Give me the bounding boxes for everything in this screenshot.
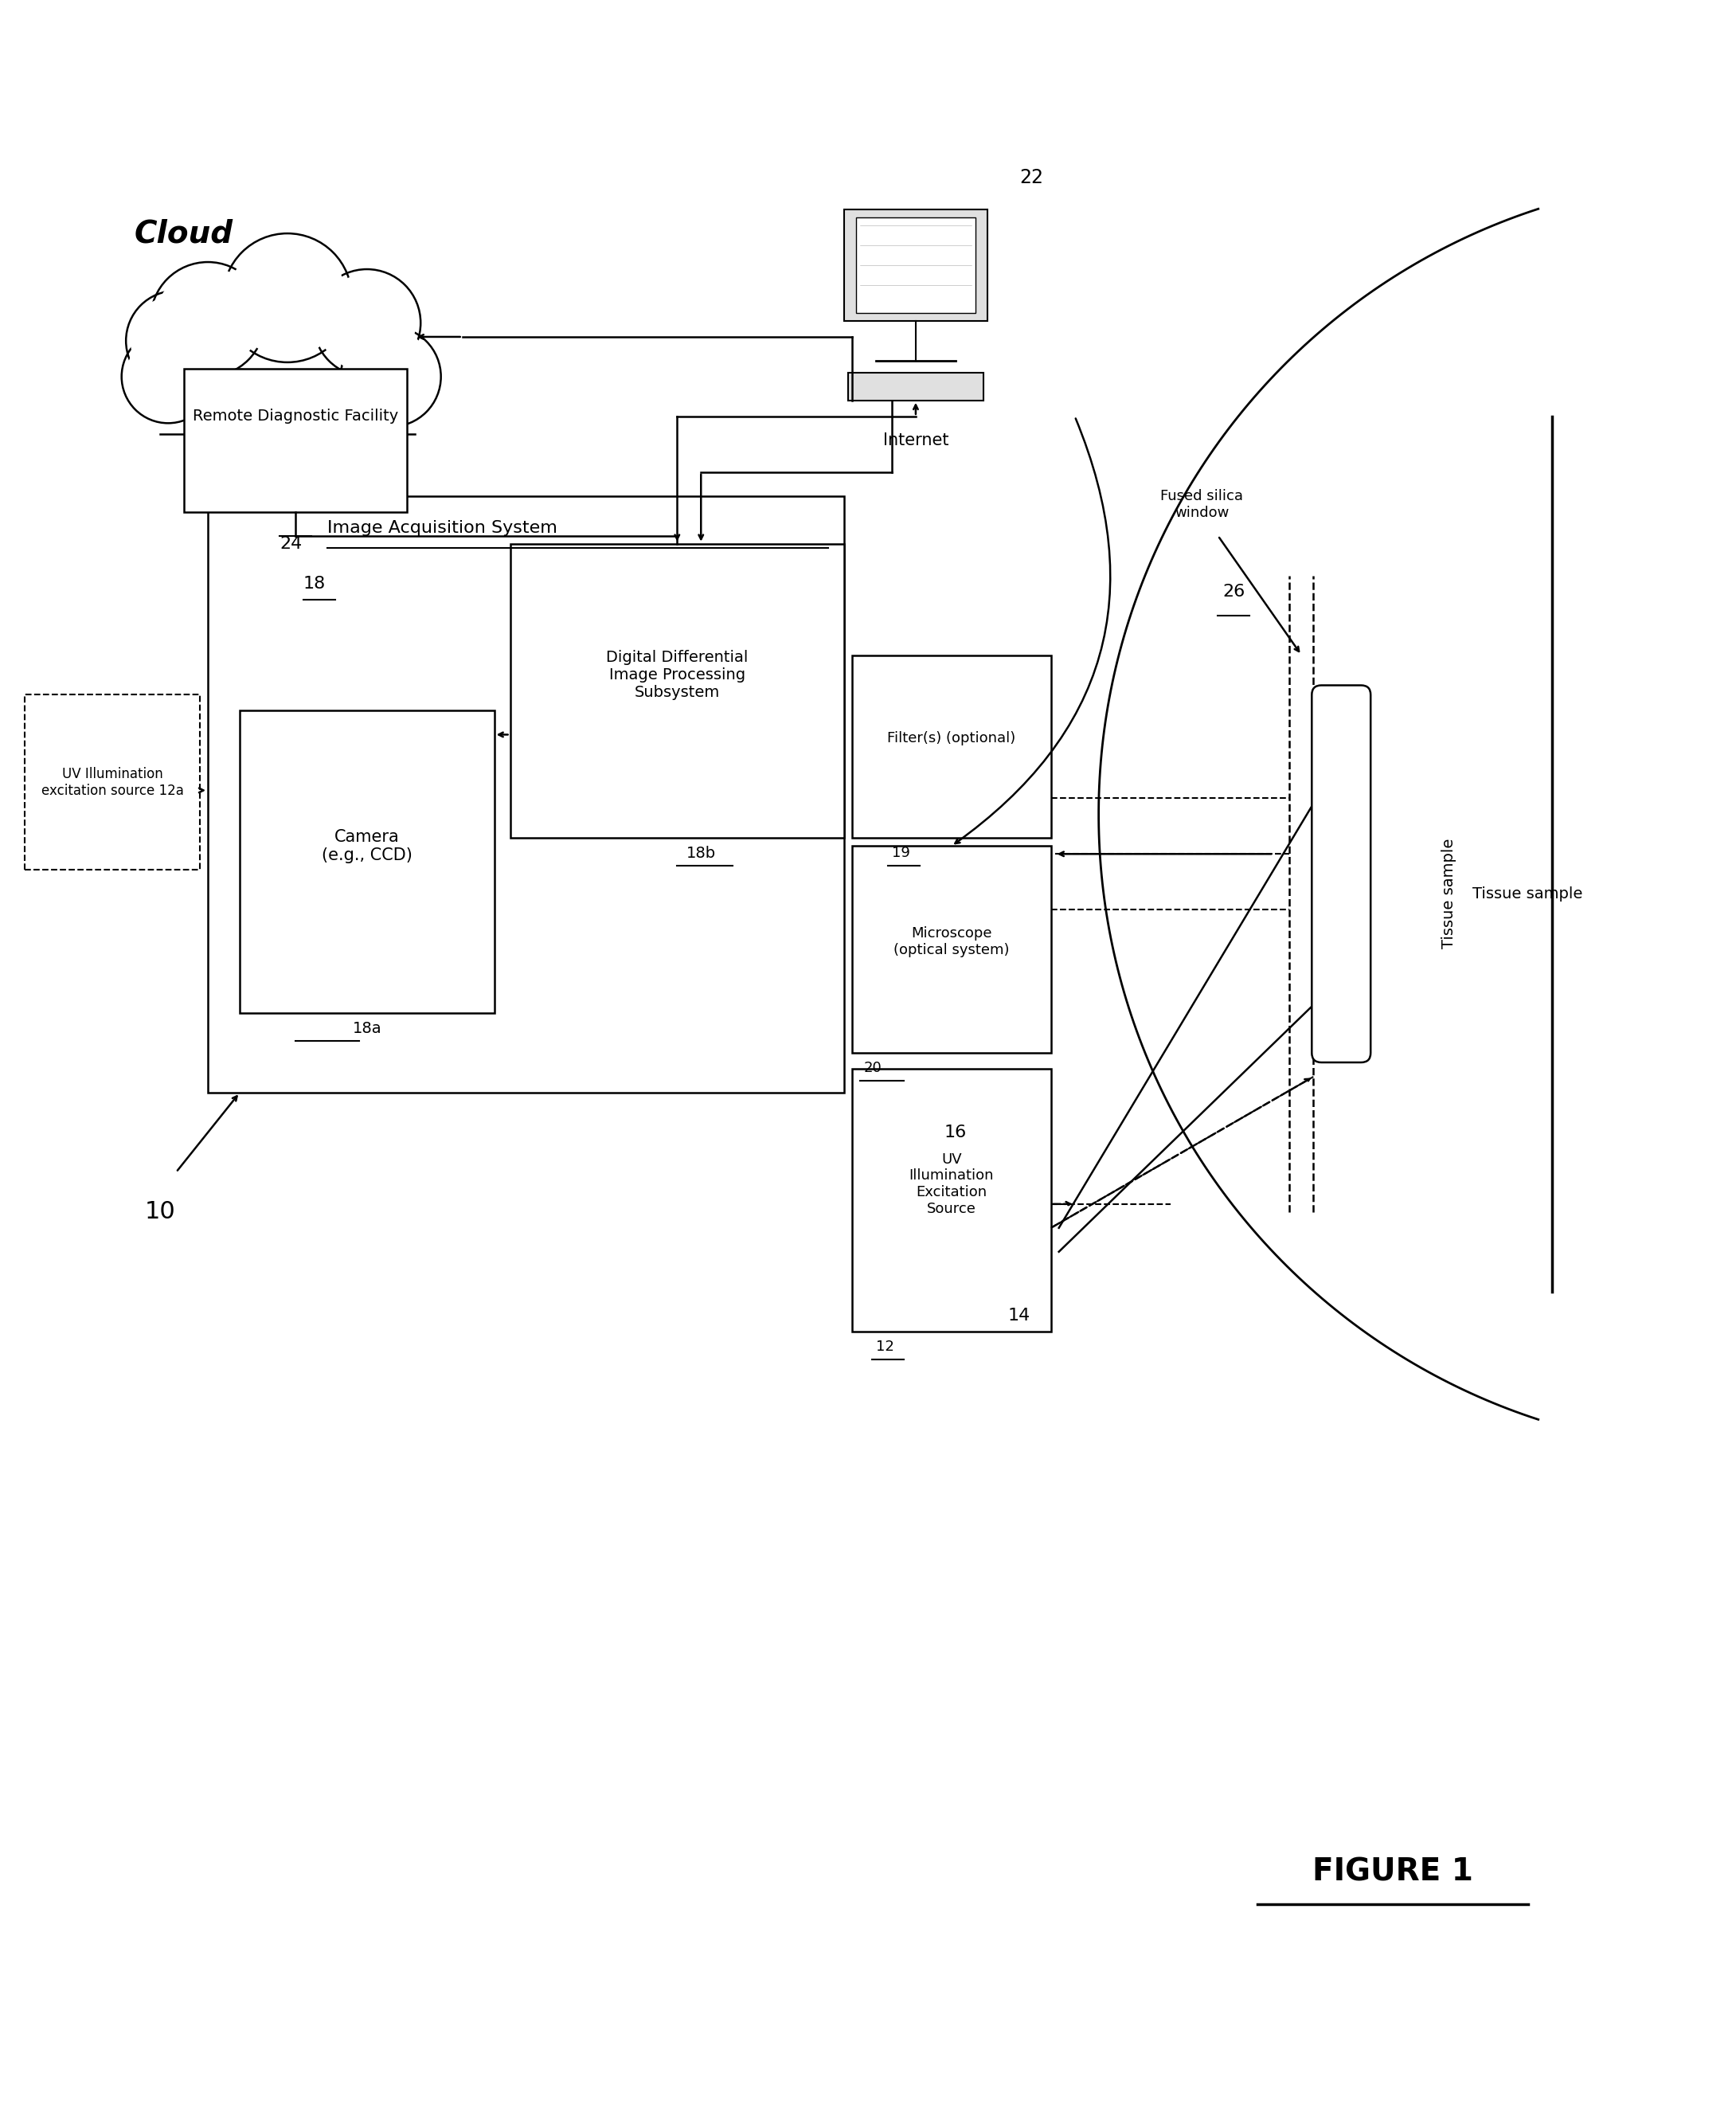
- Circle shape: [222, 234, 352, 362]
- Text: 22: 22: [1019, 168, 1043, 187]
- Text: 18: 18: [304, 575, 326, 592]
- Text: 24: 24: [279, 536, 302, 551]
- FancyBboxPatch shape: [1312, 685, 1371, 1062]
- Text: Tissue sample: Tissue sample: [1472, 885, 1583, 902]
- Text: Image Acquisition System: Image Acquisition System: [326, 519, 557, 536]
- Polygon shape: [844, 209, 988, 321]
- Text: 14: 14: [1009, 1307, 1031, 1324]
- Text: 26: 26: [1222, 583, 1245, 600]
- Bar: [852, 1068, 1050, 1332]
- Circle shape: [312, 270, 420, 377]
- Text: Camera
(e.g., CCD): Camera (e.g., CCD): [321, 828, 411, 864]
- Circle shape: [127, 334, 210, 419]
- Text: Fused silica
window: Fused silica window: [1161, 489, 1243, 519]
- Text: 12: 12: [877, 1339, 894, 1353]
- Text: 20: 20: [865, 1062, 882, 1075]
- Circle shape: [193, 370, 286, 462]
- Circle shape: [319, 275, 415, 370]
- Text: FIGURE 1: FIGURE 1: [1312, 1858, 1474, 1888]
- Text: UV Illumination
excitation source 12a: UV Illumination excitation source 12a: [42, 766, 184, 798]
- Text: Microscope
(optical system): Microscope (optical system): [894, 926, 1009, 958]
- Text: 19: 19: [892, 847, 910, 860]
- Text: 16: 16: [944, 1124, 967, 1141]
- Bar: [849, 372, 983, 400]
- Bar: [240, 711, 495, 1013]
- Circle shape: [130, 296, 220, 385]
- Bar: [852, 655, 1050, 838]
- Circle shape: [278, 377, 361, 462]
- Bar: [852, 847, 1050, 1053]
- Bar: [24, 696, 200, 870]
- Text: Digital Differential
Image Processing
Subsystem: Digital Differential Image Processing Su…: [606, 649, 748, 700]
- Text: 10: 10: [144, 1200, 175, 1224]
- Bar: [856, 217, 976, 313]
- Text: 18a: 18a: [352, 1021, 382, 1036]
- Bar: [184, 368, 406, 513]
- Text: Filter(s) (optional): Filter(s) (optional): [887, 732, 1016, 745]
- Circle shape: [127, 292, 226, 392]
- Polygon shape: [104, 270, 455, 434]
- Text: UV
Illumination
Excitation
Source: UV Illumination Excitation Source: [910, 1151, 995, 1215]
- Bar: [510, 543, 844, 838]
- Text: Internet: Internet: [884, 432, 948, 449]
- Circle shape: [340, 326, 441, 428]
- Bar: [208, 496, 844, 1092]
- Circle shape: [345, 332, 436, 421]
- Circle shape: [156, 268, 259, 370]
- Circle shape: [122, 330, 215, 423]
- Text: Remote Diagnostic Facility: Remote Diagnostic Facility: [193, 409, 398, 423]
- Circle shape: [198, 375, 281, 458]
- Text: 18b: 18b: [686, 847, 715, 862]
- Circle shape: [273, 372, 366, 466]
- Circle shape: [229, 240, 345, 355]
- Text: Cloud: Cloud: [135, 219, 233, 249]
- Text: Tissue sample: Tissue sample: [1441, 838, 1457, 949]
- Circle shape: [151, 262, 266, 377]
